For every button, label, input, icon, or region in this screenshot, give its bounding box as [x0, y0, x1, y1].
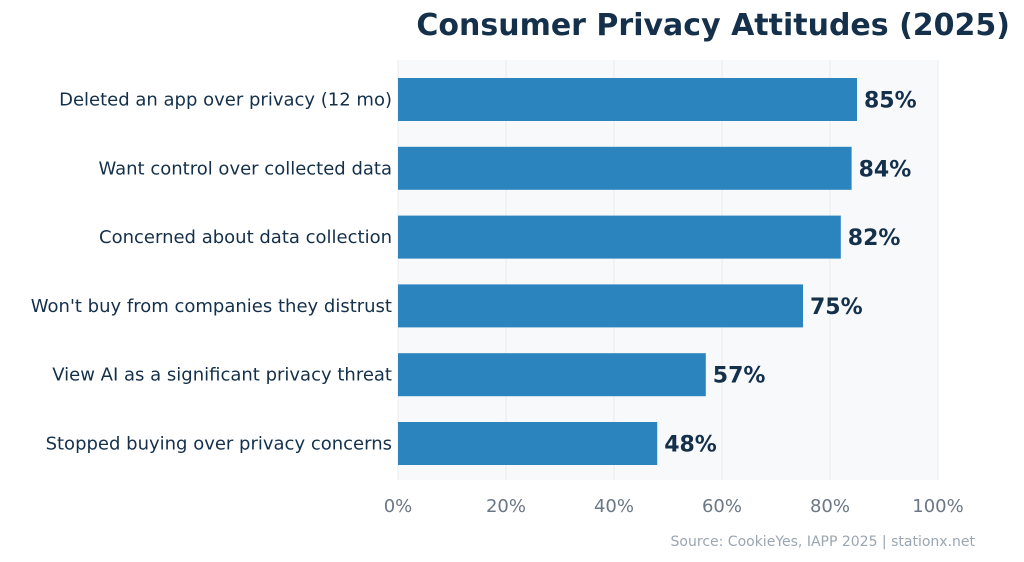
bar — [398, 284, 803, 328]
bar — [398, 146, 852, 190]
value-label: 75% — [810, 295, 863, 320]
bar — [398, 422, 658, 465]
category-label: Concerned about data collection — [99, 227, 392, 248]
value-label: 82% — [848, 226, 901, 251]
bar — [398, 78, 857, 121]
value-label: 85% — [864, 89, 917, 114]
bars — [398, 78, 857, 465]
bar — [398, 353, 706, 397]
x-tick-label: 80% — [810, 496, 850, 517]
x-tick-label: 20% — [486, 496, 526, 517]
category-label: View AI as a significant privacy threat — [52, 365, 392, 386]
source-note: Source: CookieYes, IAPP 2025 | stationx.… — [671, 534, 976, 550]
value-label: 48% — [664, 433, 717, 458]
gridlines — [397, 60, 939, 480]
category-labels: Deleted an app over privacy (12 mo) Want … — [31, 90, 392, 455]
category-label: Deleted an app over privacy (12 mo) — [59, 90, 392, 111]
bar — [398, 215, 841, 259]
x-tick-label: 40% — [594, 496, 634, 517]
x-tick-label: 0% — [384, 496, 413, 517]
category-label: Stopped buying over privacy concerns — [46, 434, 392, 455]
category-label: Want control over collected data — [98, 158, 392, 179]
value-label: 57% — [713, 364, 766, 389]
value-label: 84% — [859, 157, 912, 182]
value-labels: 85% 84% 82% 75% 57% 48% — [664, 89, 916, 458]
x-axis-ticks: 0% 20% 40% 60% 80% 100% — [384, 496, 964, 517]
category-label: Won't buy from companies they distrust — [31, 296, 392, 317]
x-tick-label: 100% — [912, 496, 963, 517]
plot-background — [398, 60, 938, 480]
x-tick-label: 60% — [702, 496, 742, 517]
chart-title: Consumer Privacy Attitudes (2025) — [416, 8, 1010, 43]
